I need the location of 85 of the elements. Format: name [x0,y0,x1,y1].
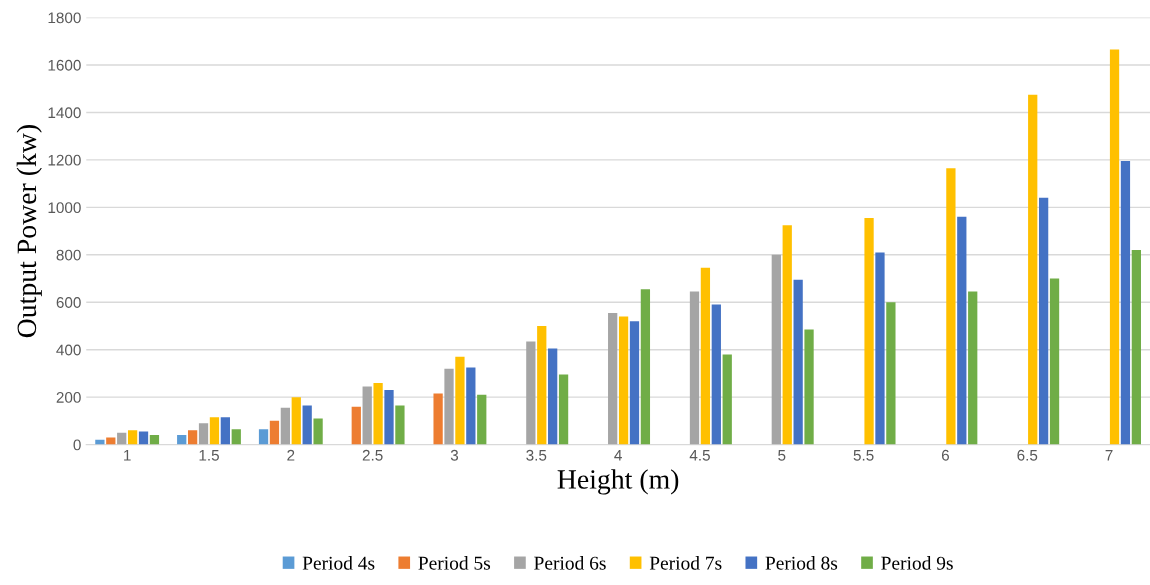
x-tick-label: 4 [614,450,622,461]
bar [1038,197,1049,445]
bar [1049,278,1060,445]
bar [280,407,290,445]
bar [291,397,301,445]
x-tick-label: 5 [778,450,786,461]
bar [804,329,814,445]
y-tick-label: 0 [73,439,81,451]
x-tick-label: 1 [124,450,131,461]
x-tick-label: 6 [941,449,950,461]
bar [711,304,721,445]
y-tick-label: 1800 [48,12,81,24]
bar [1131,250,1141,445]
bar [444,368,454,445]
bar [95,439,105,445]
bar [117,432,127,445]
bar [700,267,711,445]
bar [373,382,383,445]
bar [689,291,700,445]
bar [946,168,956,445]
bar [466,367,476,445]
bar [640,289,651,445]
y-tick-label: 1000 [48,202,81,214]
legend-label: Period 8s [765,556,838,570]
bar [149,435,160,445]
bar [1109,49,1120,445]
y-tick-label: 600 [56,297,81,308]
x-tick-label: 2.5 [362,449,383,461]
bar [362,386,372,445]
bar [629,321,640,445]
x-axis-title: Height (m) [557,469,679,495]
bar [209,417,220,445]
bar [477,394,487,445]
x-tick-label: 2 [287,449,295,461]
bar [968,291,978,445]
legend-label: Period 6s [534,556,606,570]
y-tick-label: 1400 [48,107,81,119]
bar [537,325,547,445]
x-tick-label: 6.5 [1017,449,1038,461]
bar [957,216,967,445]
bar [1120,161,1131,445]
bar [608,312,618,445]
y-axis-title: Output Power (kw) [16,125,42,338]
bar [198,423,209,445]
bar [220,417,230,445]
bar [864,218,874,445]
bar [875,252,885,445]
bar [106,437,116,445]
bar [313,418,323,445]
bar [886,302,896,445]
x-tick-label: 1.5 [199,450,219,461]
y-tick-label: 1200 [48,154,81,166]
bar [782,225,792,445]
y-tick-label: 200 [56,392,81,403]
bar [127,430,138,445]
legend-label: Period 4s [302,556,375,570]
bar [558,374,569,445]
legend-label: Period 9s [881,556,953,570]
bar [351,406,361,445]
bar [722,354,732,445]
y-tick-label: 800 [56,249,81,261]
bar [269,420,280,445]
bar [1028,94,1038,445]
bar [395,405,405,445]
x-tick-label: 3 [450,449,459,461]
y-tick-label: 1600 [48,59,81,71]
x-tick-label: 3.5 [526,449,547,461]
bar [548,348,558,445]
bar [433,393,443,445]
bar [526,341,536,445]
bar [231,429,241,445]
x-tick-label: 4.5 [689,450,710,461]
bar [455,356,465,445]
x-tick-label: 5.5 [853,450,874,461]
y-tick-label: 400 [56,344,81,356]
bar [384,390,394,445]
bar [258,429,269,445]
x-tick-label: 7 [1105,450,1113,461]
bar [793,279,803,445]
bar [302,405,312,445]
legend-label: Period 5s [418,556,491,570]
bar [771,254,781,445]
bar [177,435,187,445]
legend-label: Period 7s [649,556,722,570]
bar [618,316,629,445]
